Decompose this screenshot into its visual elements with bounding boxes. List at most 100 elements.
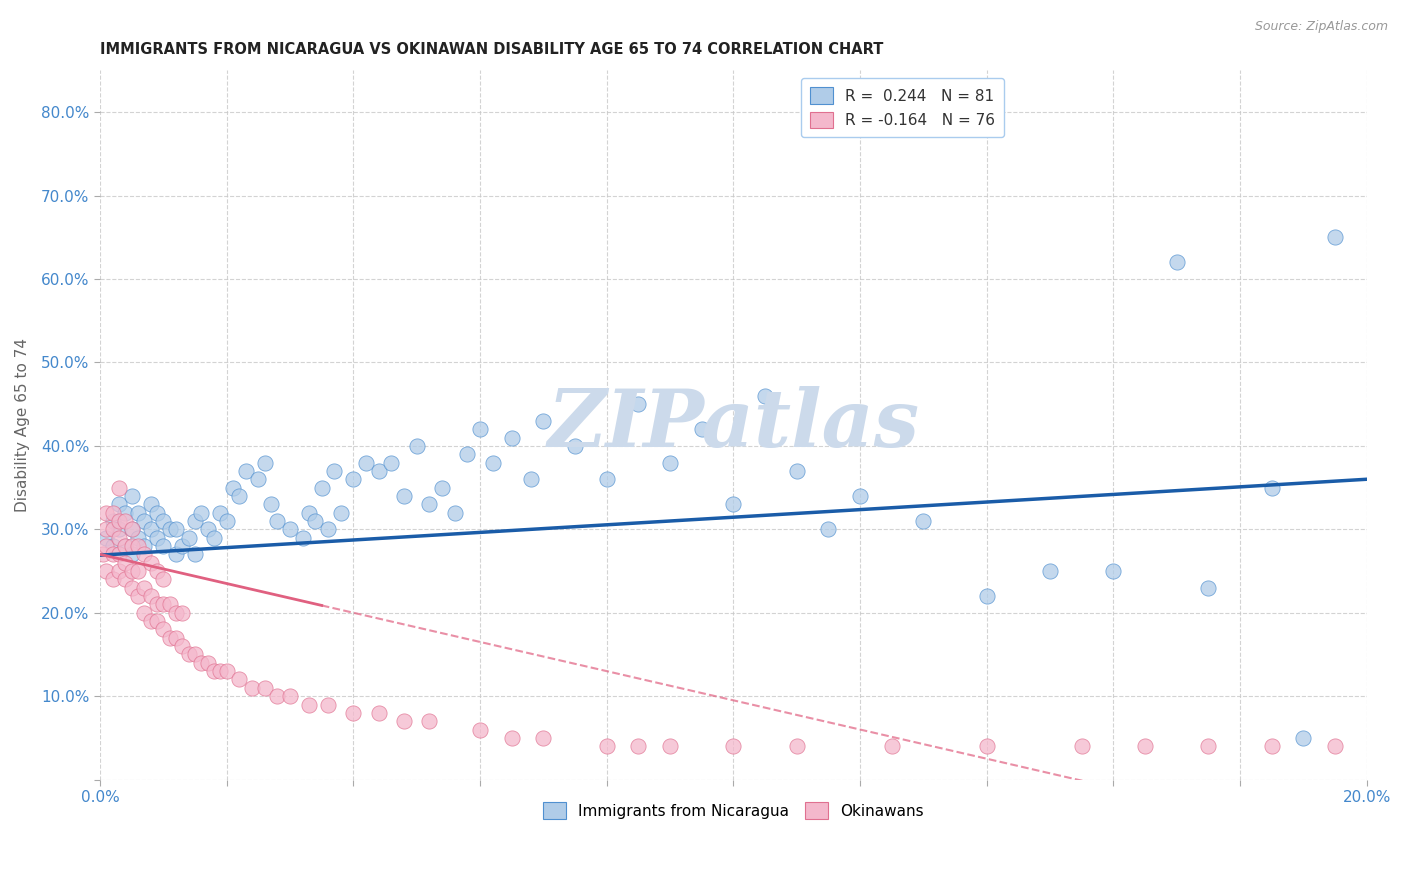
Point bbox=[139, 497, 162, 511]
Point bbox=[165, 606, 187, 620]
Point bbox=[659, 456, 682, 470]
Point bbox=[114, 506, 136, 520]
Point bbox=[96, 506, 118, 520]
Point bbox=[197, 656, 219, 670]
Point bbox=[165, 547, 187, 561]
Point bbox=[367, 706, 389, 720]
Point bbox=[172, 539, 194, 553]
Point bbox=[1261, 481, 1284, 495]
Point bbox=[880, 739, 903, 754]
Point bbox=[240, 681, 263, 695]
Point bbox=[342, 706, 364, 720]
Point bbox=[114, 556, 136, 570]
Point bbox=[91, 547, 114, 561]
Point bbox=[418, 714, 440, 729]
Point bbox=[596, 739, 619, 754]
Point bbox=[1292, 731, 1315, 745]
Point bbox=[134, 547, 156, 561]
Point bbox=[121, 547, 143, 561]
Point bbox=[127, 531, 149, 545]
Point bbox=[159, 631, 181, 645]
Point bbox=[723, 497, 745, 511]
Point bbox=[134, 539, 156, 553]
Point bbox=[754, 389, 776, 403]
Point bbox=[298, 506, 321, 520]
Y-axis label: Disability Age 65 to 74: Disability Age 65 to 74 bbox=[15, 338, 30, 512]
Point bbox=[253, 681, 276, 695]
Point bbox=[190, 656, 212, 670]
Text: Source: ZipAtlas.com: Source: ZipAtlas.com bbox=[1254, 20, 1388, 33]
Point bbox=[215, 664, 238, 678]
Point bbox=[114, 539, 136, 553]
Text: ZIPatlas: ZIPatlas bbox=[547, 386, 920, 464]
Point bbox=[146, 506, 169, 520]
Point bbox=[101, 547, 124, 561]
Point bbox=[418, 497, 440, 511]
Point bbox=[1198, 739, 1220, 754]
Point bbox=[184, 547, 207, 561]
Point bbox=[121, 539, 143, 553]
Point bbox=[134, 581, 156, 595]
Point bbox=[139, 614, 162, 628]
Point bbox=[690, 422, 713, 436]
Point bbox=[468, 723, 491, 737]
Point bbox=[121, 522, 143, 536]
Point bbox=[1039, 564, 1062, 578]
Point bbox=[235, 464, 257, 478]
Point bbox=[392, 489, 415, 503]
Point bbox=[127, 589, 149, 603]
Point bbox=[1324, 230, 1347, 244]
Point bbox=[152, 573, 174, 587]
Point bbox=[786, 464, 808, 478]
Point bbox=[108, 514, 131, 528]
Point bbox=[481, 456, 503, 470]
Point bbox=[786, 739, 808, 754]
Point bbox=[253, 456, 276, 470]
Point bbox=[468, 422, 491, 436]
Point bbox=[101, 573, 124, 587]
Point bbox=[184, 648, 207, 662]
Point bbox=[311, 481, 333, 495]
Point bbox=[159, 598, 181, 612]
Point bbox=[108, 497, 131, 511]
Point bbox=[316, 698, 339, 712]
Point bbox=[531, 731, 554, 745]
Point bbox=[1261, 739, 1284, 754]
Point bbox=[108, 564, 131, 578]
Point bbox=[172, 639, 194, 653]
Point bbox=[121, 564, 143, 578]
Point bbox=[278, 689, 301, 703]
Point bbox=[380, 456, 402, 470]
Point bbox=[304, 514, 326, 528]
Point bbox=[519, 472, 541, 486]
Point bbox=[114, 539, 136, 553]
Point bbox=[1198, 581, 1220, 595]
Point bbox=[1133, 739, 1156, 754]
Point bbox=[139, 522, 162, 536]
Point bbox=[121, 522, 143, 536]
Point bbox=[723, 739, 745, 754]
Point bbox=[1166, 255, 1188, 269]
Point bbox=[108, 481, 131, 495]
Point bbox=[96, 522, 118, 536]
Point bbox=[146, 564, 169, 578]
Point bbox=[134, 514, 156, 528]
Point bbox=[247, 472, 270, 486]
Point bbox=[101, 539, 124, 553]
Point bbox=[108, 547, 131, 561]
Point bbox=[121, 489, 143, 503]
Point bbox=[202, 664, 225, 678]
Point bbox=[146, 531, 169, 545]
Text: IMMIGRANTS FROM NICARAGUA VS OKINAWAN DISABILITY AGE 65 TO 74 CORRELATION CHART: IMMIGRANTS FROM NICARAGUA VS OKINAWAN DI… bbox=[100, 42, 883, 57]
Point bbox=[159, 522, 181, 536]
Point bbox=[96, 564, 118, 578]
Point bbox=[342, 472, 364, 486]
Point bbox=[278, 522, 301, 536]
Point bbox=[564, 439, 586, 453]
Point bbox=[177, 648, 200, 662]
Point bbox=[228, 673, 250, 687]
Point bbox=[96, 531, 118, 545]
Point bbox=[976, 589, 998, 603]
Point bbox=[596, 472, 619, 486]
Point bbox=[108, 531, 131, 545]
